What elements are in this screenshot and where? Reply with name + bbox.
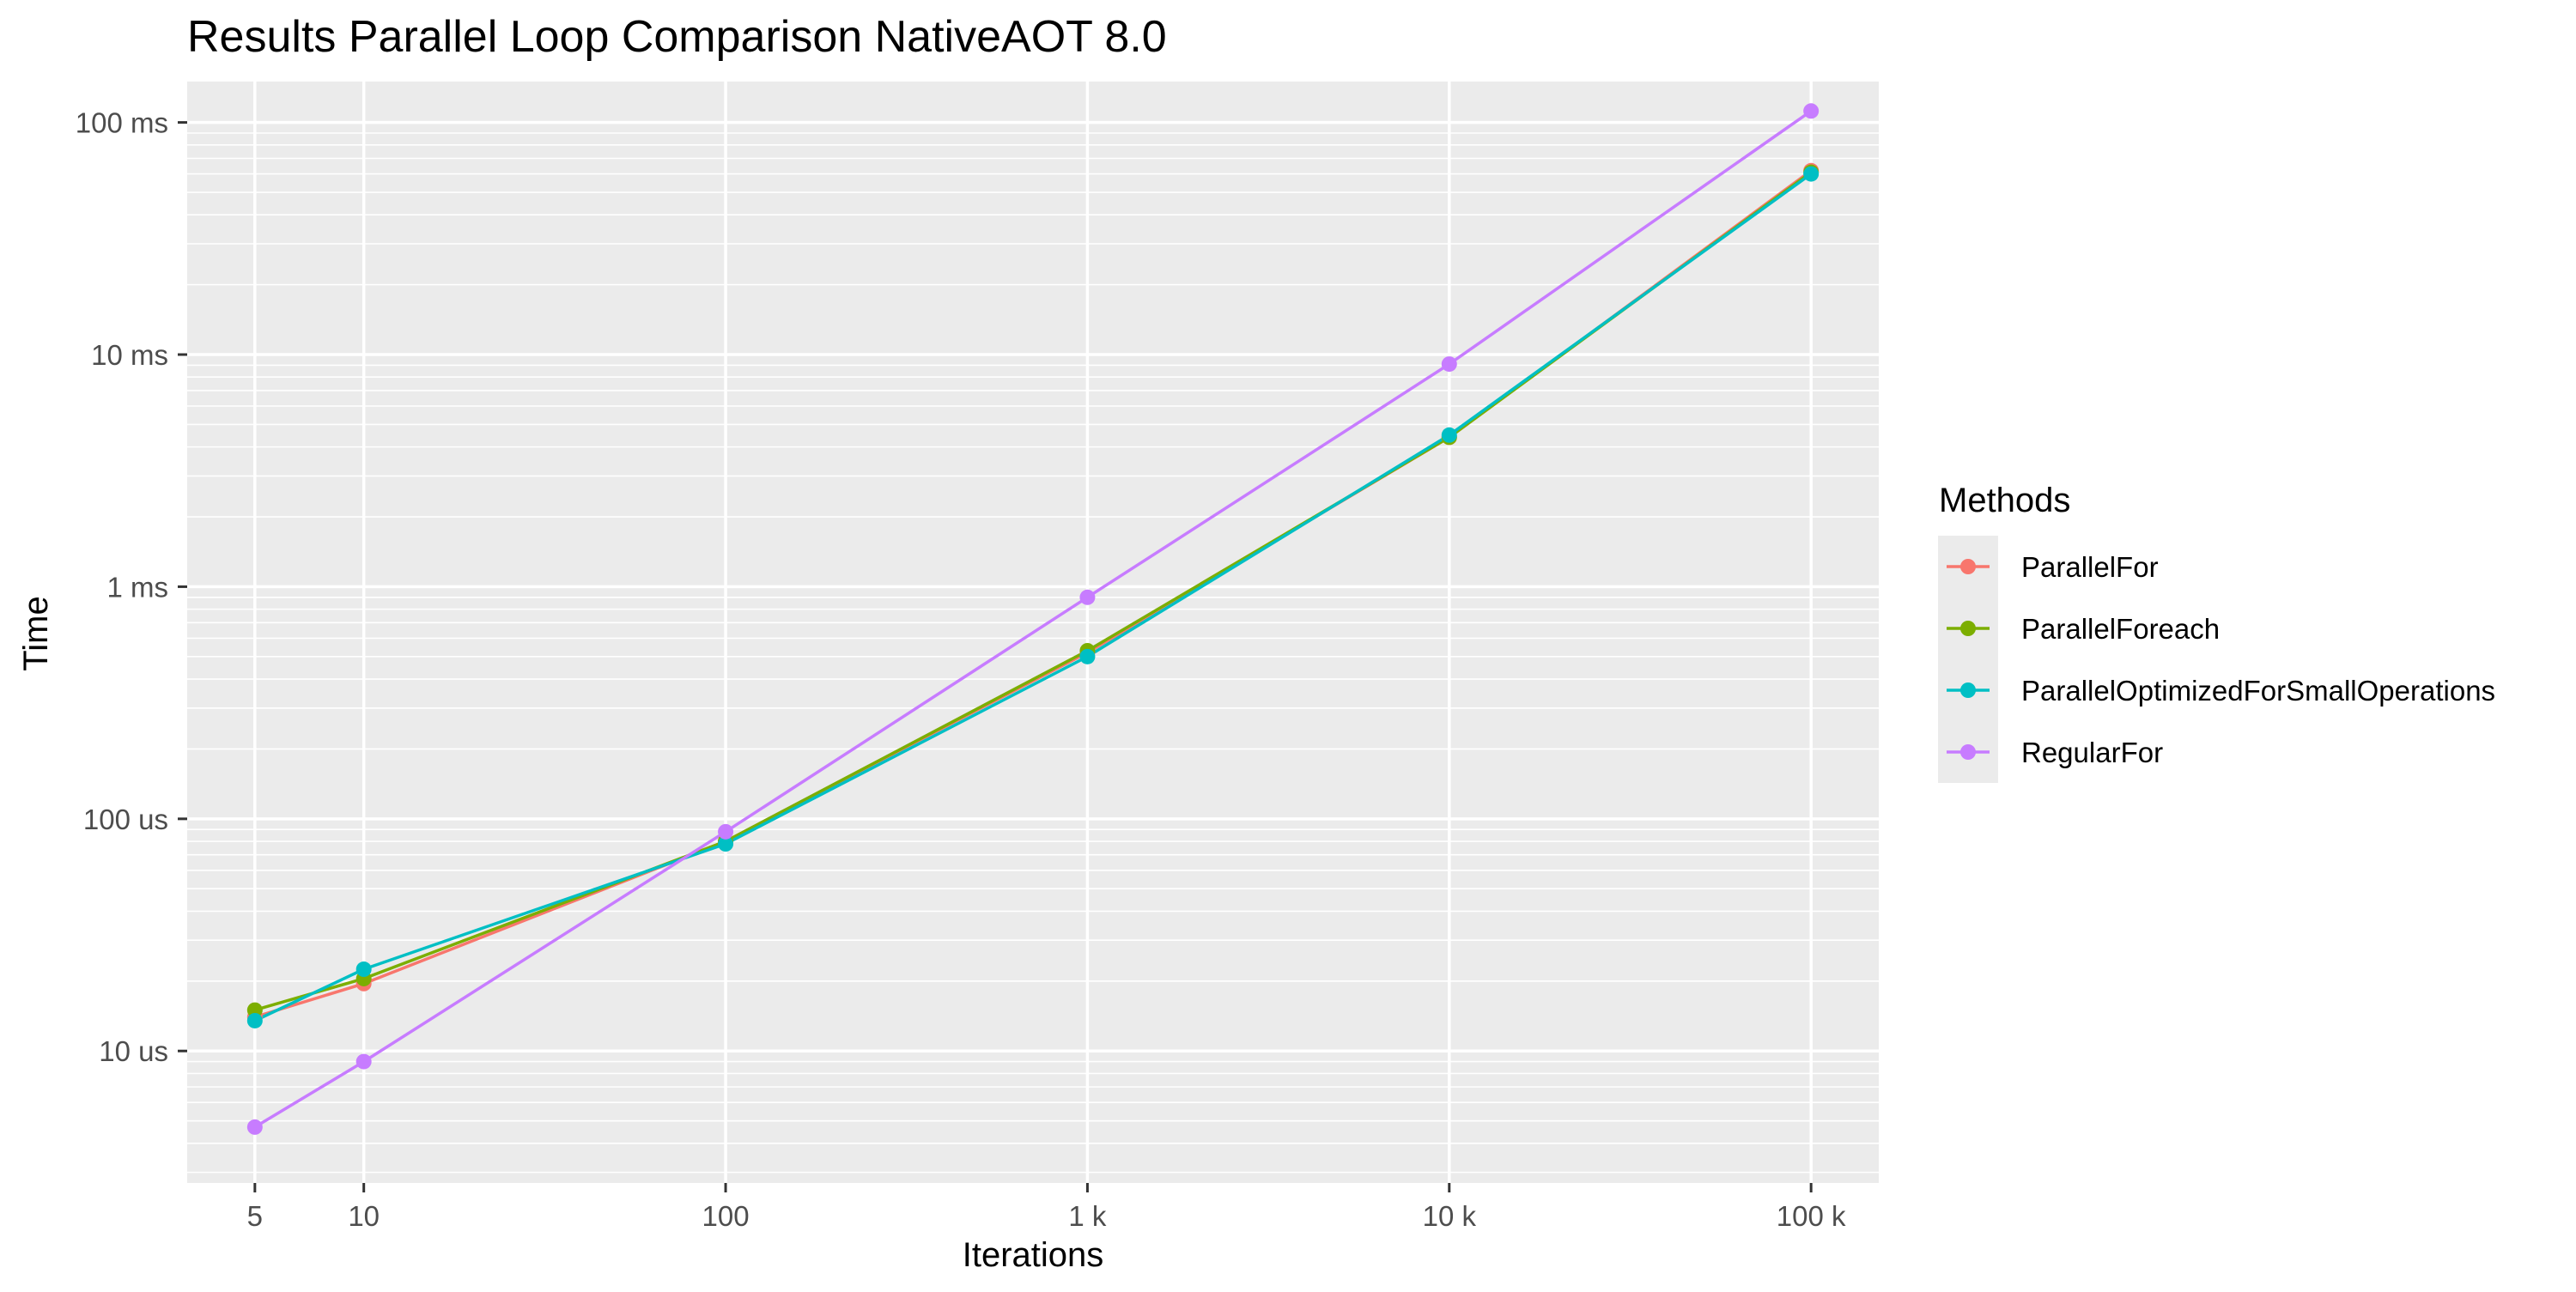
x-tick-label: 1 k [1068,1200,1107,1232]
data-point [1441,427,1457,443]
data-point [246,1119,263,1135]
x-tick-label: 100 [702,1200,750,1232]
data-point [1079,648,1096,664]
y-axis-title: Time [17,596,55,670]
y-tick-label: 1 ms [106,571,168,603]
data-point [246,1002,263,1018]
x-tick-label: 10 [348,1200,380,1232]
chart-title: Results Parallel Loop Comparison NativeA… [187,12,1167,62]
legend-label: ParallelFor [2021,551,2159,583]
legend-items: ParallelFor ParallelForeach ParallelOptimi… [1938,536,2495,783]
data-point [355,1053,372,1070]
y-tick-label: 10 ms [91,339,168,371]
y-tick-label: 100 ms [76,107,168,139]
legend-label: ParallelForeach [2021,613,2220,645]
data-point [1441,356,1457,373]
series-line-2 [254,173,1813,1022]
legend-label: ParallelOptimizedForSmallOperations [2021,675,2495,707]
legend-key-point [1960,621,1976,636]
data-point [718,836,734,852]
y-tick-label: 10 us [99,1035,168,1067]
x-tick-label: 10 k [1423,1200,1477,1232]
x-tick-label: 5 [247,1200,263,1232]
data-point [1803,166,1820,182]
data-point [1803,103,1820,119]
data-point [355,961,372,978]
legend-key-point [1960,682,1976,698]
data-point [718,823,734,840]
plot-area [187,82,1879,1183]
x-axis-title: Iterations [963,1236,1104,1274]
data-point [246,1012,263,1028]
legend-title: Methods [1939,482,2070,519]
y-axis: 10 us 100 us 1 ms 10 ms 100 ms [76,107,187,1067]
y-tick-label: 100 us [83,804,168,835]
legend-key-point [1960,744,1976,760]
legend-label: RegularFor [2021,737,2163,768]
legend-key-point [1960,559,1976,574]
legend: Methods ParallelForParallelForeachParall… [1938,482,2495,783]
x-tick-label: 100 k [1777,1200,1846,1232]
data-point [1079,589,1096,605]
series-line-3 [253,109,1813,1129]
x-axis: 5 10 100 1 k 10 k 100 k [247,1183,1846,1232]
